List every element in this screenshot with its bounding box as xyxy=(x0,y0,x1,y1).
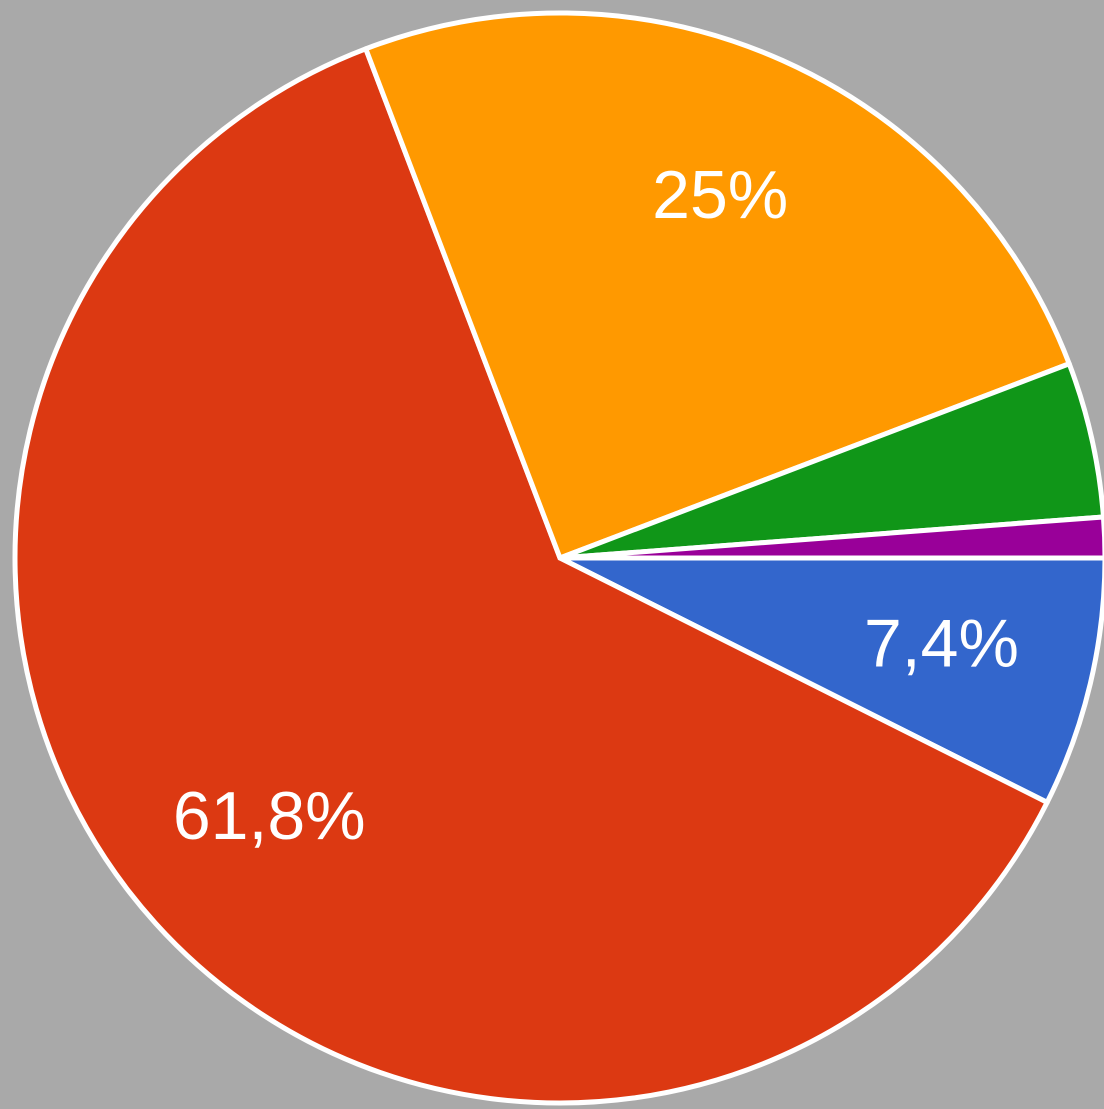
data-label: 61,8% xyxy=(173,778,366,854)
data-label: 7,4% xyxy=(864,605,1019,681)
data-label: 25% xyxy=(652,157,788,233)
pie: 7,4% 61,8% 25% xyxy=(15,13,1104,1103)
chart: 7,4% 61,8% 25% xyxy=(0,0,1104,1109)
page: {"chart_data": {"type": "pie", "values":… xyxy=(0,0,1104,1109)
